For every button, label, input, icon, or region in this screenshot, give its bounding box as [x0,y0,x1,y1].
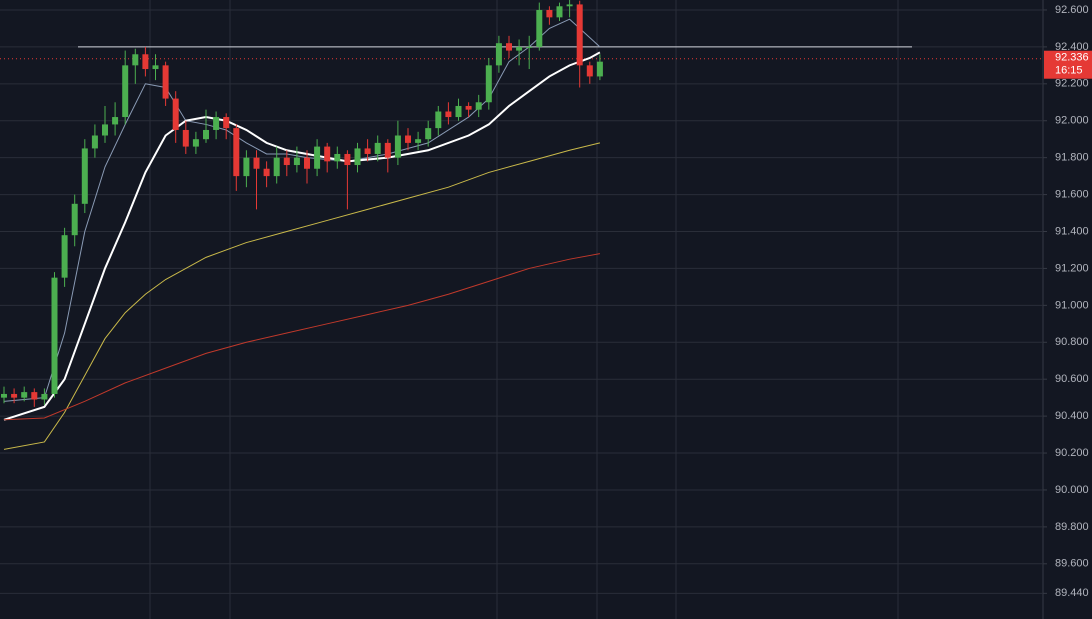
candle-body [506,43,512,51]
candle-body [526,46,533,48]
y-tick-label: 91.000 [1055,299,1089,311]
candle-body [405,135,411,143]
candle-body [394,135,401,158]
candle-body [81,148,88,204]
candle-body [61,235,68,278]
candle-body [11,393,18,398]
countdown-label: 16:15 [1055,65,1083,77]
last-price-box [1044,50,1092,79]
candle-body [324,146,331,162]
y-tick-label: 90.800 [1055,336,1089,348]
y-tick-label: 90.600 [1055,373,1089,385]
candle-body [223,117,230,129]
y-tick-label: 91.800 [1055,152,1089,164]
candle-body [334,153,341,162]
candle-body [576,4,583,66]
y-tick-label: 90.400 [1055,410,1089,422]
candle-body [182,129,189,147]
candle-body [374,142,381,154]
candle-body [142,54,149,70]
candle-body [1,393,7,398]
candle-body [344,153,351,166]
candle-body [91,135,98,149]
candle-body [293,157,300,166]
candle-body [263,168,270,177]
candle-body [465,105,472,110]
y-tick-label: 89.440 [1055,587,1089,599]
candle-body [354,148,361,166]
y-tick-label: 92.200 [1055,78,1089,90]
last-price-label: 92.336 [1055,52,1089,64]
moving-average-line [3,142,601,450]
candle-body [243,157,250,177]
candle-body [31,392,38,400]
candle-body [213,117,220,130]
y-tick-label: 92.000 [1055,115,1089,127]
candle-body [485,65,492,103]
candle-body [435,111,442,129]
time-grid [149,0,899,619]
candle-body [192,139,199,147]
candle-body [152,65,159,70]
candle-body [384,142,391,158]
candle-body [172,98,179,130]
y-tick-label: 90.000 [1055,484,1089,496]
candle-body [314,146,321,169]
candle-body [516,46,523,51]
y-tick-label: 90.200 [1055,447,1089,459]
candle-body [162,65,169,99]
candle-body [415,139,422,143]
candle-body [283,157,290,166]
candle-body [495,43,502,66]
y-tick-label: 91.200 [1055,262,1089,274]
candle-body [455,105,462,118]
candle-body [112,117,119,125]
y-tick-label: 92.400 [1055,41,1089,53]
candle-body [445,111,452,118]
candle-body [21,392,28,398]
candle-body [41,393,48,400]
candle-body [566,4,573,7]
candle-body [304,157,310,169]
candle-body [253,157,260,169]
candle-body [546,9,553,18]
candle-body [273,157,280,177]
y-tick-label: 92.600 [1055,4,1089,16]
y-tick-label: 89.800 [1055,521,1089,533]
candle-body [586,65,593,77]
candle-body [203,129,209,140]
candle-body [596,61,603,77]
candle-body [122,65,129,118]
candle-body [556,6,563,18]
candle-body [475,102,482,110]
candle-body [51,277,58,394]
y-tick-label: 91.400 [1055,225,1089,237]
y-tick-label: 89.600 [1055,558,1089,570]
candle-body [364,148,371,154]
candle-body [425,128,432,140]
candle-body [71,203,78,236]
candle-body [536,9,543,47]
y-tick-label: 91.600 [1055,188,1089,200]
candle-body [233,128,240,177]
candle-body [102,124,108,136]
moving-average-line [3,253,600,421]
candle-body [132,54,139,66]
